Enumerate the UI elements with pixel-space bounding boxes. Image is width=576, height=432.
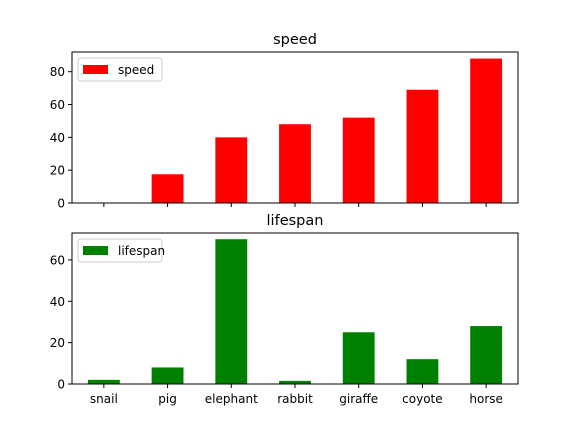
y-tick-label: 60 <box>50 253 65 267</box>
bar-lifespan-giraffe[interactable] <box>342 332 375 384</box>
x-tick-label-elephant: elephant <box>205 392 258 406</box>
legend: speed <box>77 57 163 82</box>
legend: lifespan <box>77 238 165 263</box>
bar-lifespan-horse[interactable] <box>470 326 503 384</box>
x-tick-label-pig: pig <box>158 392 177 406</box>
bar-lifespan-coyote[interactable] <box>406 359 439 384</box>
bar-lifespan-snail[interactable] <box>87 379 120 384</box>
bar-lifespan-rabbit[interactable] <box>279 380 311 384</box>
legend-label-speed: speed <box>118 63 154 77</box>
bar-lifespan-pig[interactable] <box>151 367 184 384</box>
legend-swatch <box>83 246 108 255</box>
y-tick-label: 60 <box>50 98 65 112</box>
legend-swatch <box>83 65 108 74</box>
legend-label-lifespan: lifespan <box>118 244 165 258</box>
bar-speed-rabbit[interactable] <box>279 124 311 203</box>
bar-speed-elephant[interactable] <box>215 137 248 203</box>
subplot-title-speed: speed <box>273 32 317 48</box>
y-tick-label: 40 <box>50 295 65 309</box>
y-tick-label: 0 <box>57 378 65 392</box>
subplot-title-lifespan: lifespan <box>267 213 324 229</box>
x-tick-label-giraffe: giraffe <box>339 392 378 406</box>
y-tick-label: 40 <box>50 131 65 145</box>
legend-box <box>77 57 163 82</box>
y-tick-label: 20 <box>50 336 65 350</box>
y-tick-label: 0 <box>57 197 65 211</box>
x-tick-label-snail: snail <box>90 392 118 406</box>
bar-speed-coyote[interactable] <box>406 89 439 203</box>
x-tick-label-horse: horse <box>469 392 503 406</box>
bar-speed-horse[interactable] <box>470 58 503 203</box>
lifespan-subplot: 0 20 40 60 snail pig elephant rabbit giraffe coyo… <box>50 213 519 406</box>
legend-box <box>77 238 163 263</box>
bar-speed-pig[interactable] <box>151 174 184 203</box>
bar-speed-giraffe[interactable] <box>342 117 375 203</box>
x-tick-label-rabbit: rabbit <box>277 392 313 406</box>
y-tick-label: 80 <box>50 65 65 79</box>
x-tick-label-coyote: coyote <box>402 392 442 406</box>
y-tick-label: 20 <box>50 164 65 178</box>
speed-subplot: 0 20 40 60 80 speed speed <box>50 32 519 211</box>
bar-lifespan-elephant[interactable] <box>215 239 248 384</box>
